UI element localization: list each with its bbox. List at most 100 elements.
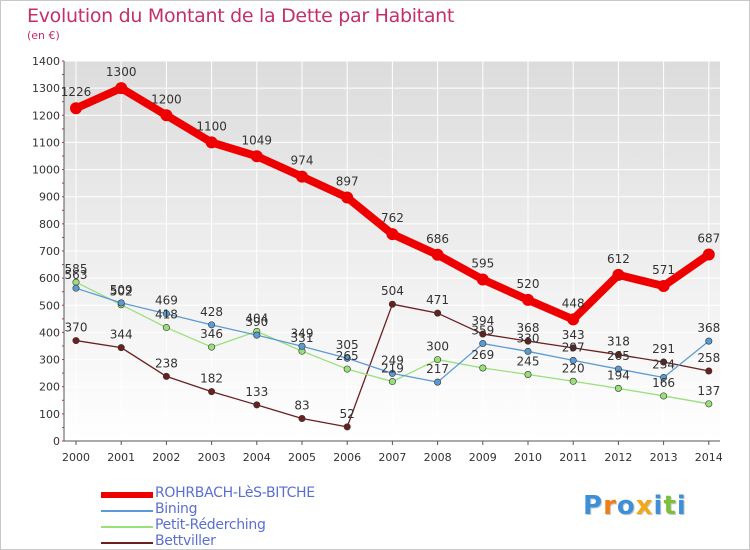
data-label: 394 — [471, 314, 494, 328]
data-point — [117, 344, 125, 352]
chart-title: Evolution du Montant de la Dette par Hab… — [27, 5, 455, 27]
data-point — [253, 401, 261, 409]
logo-letter: o — [616, 491, 636, 521]
data-label: 571 — [652, 263, 675, 277]
data-point — [115, 82, 128, 95]
x-tick-label: 2004 — [243, 451, 271, 464]
data-point — [569, 344, 577, 352]
y-tick-label: 900 — [39, 191, 60, 204]
data-point — [431, 248, 444, 261]
data-point — [567, 313, 580, 326]
data-point — [253, 331, 261, 339]
data-label: 305 — [336, 338, 359, 352]
y-tick-label: 700 — [39, 245, 60, 258]
data-point — [702, 248, 715, 261]
data-point — [343, 354, 351, 362]
x-tick-label: 2012 — [604, 451, 632, 464]
data-label: 300 — [426, 340, 449, 354]
legend-label: Bining — [155, 501, 198, 517]
proxiti-logo: Proxiti — [583, 491, 687, 521]
data-label: 297 — [562, 340, 585, 354]
logo-letter: x — [635, 491, 654, 521]
data-label: 1200 — [151, 92, 182, 106]
data-label: 509 — [110, 283, 133, 297]
x-tick-label: 2014 — [695, 451, 723, 464]
logo-letter: P — [583, 491, 604, 521]
data-label: 563 — [65, 268, 88, 282]
data-label: 220 — [562, 361, 585, 375]
data-point — [434, 356, 442, 364]
legend-item: Bettviller — [101, 533, 401, 549]
data-label: 368 — [517, 321, 540, 335]
data-label: 686 — [426, 232, 449, 246]
data-point — [162, 310, 170, 318]
data-point — [705, 400, 713, 408]
legend-swatch — [101, 526, 153, 528]
data-label: 1300 — [106, 65, 137, 79]
data-label: 418 — [155, 308, 178, 322]
data-label: 346 — [200, 327, 223, 341]
data-point — [343, 423, 351, 431]
data-label: 291 — [652, 342, 675, 356]
data-label: 219 — [381, 362, 404, 376]
x-tick-label: 2009 — [469, 451, 497, 464]
data-label: 762 — [381, 211, 404, 225]
data-point — [524, 337, 532, 345]
legend-swatch — [101, 542, 153, 544]
x-tick-label: 2001 — [107, 451, 135, 464]
x-tick-label: 2013 — [650, 451, 678, 464]
data-point — [614, 384, 622, 392]
x-tick-label: 2000 — [62, 451, 90, 464]
data-label: 612 — [607, 252, 630, 266]
data-label: 974 — [291, 154, 314, 168]
data-point — [117, 299, 125, 307]
x-tick-label: 2002 — [152, 451, 180, 464]
data-label: 349 — [291, 326, 314, 340]
data-label: 471 — [426, 293, 449, 307]
data-point — [298, 342, 306, 350]
data-label: 370 — [65, 321, 88, 335]
data-point — [479, 330, 487, 338]
data-point — [569, 377, 577, 385]
data-point — [208, 343, 216, 351]
data-label: 448 — [562, 296, 585, 310]
logo-letter: r — [603, 491, 617, 521]
data-label: 194 — [607, 368, 630, 382]
data-point — [522, 293, 534, 306]
data-label: 83 — [294, 398, 309, 412]
data-label: 585 — [65, 262, 88, 276]
legend-item: Petit-Réderching — [101, 517, 401, 533]
data-label: 137 — [697, 384, 720, 398]
data-point — [479, 364, 487, 372]
data-point — [205, 136, 218, 149]
chart-subtitle: (en €) — [27, 29, 60, 42]
data-point — [160, 109, 173, 122]
data-point — [72, 284, 80, 292]
data-label: 1049 — [242, 133, 273, 147]
data-point — [388, 369, 396, 377]
data-label: 330 — [517, 331, 540, 345]
data-label: 133 — [245, 385, 268, 399]
data-label: 897 — [336, 175, 359, 189]
y-tick-label: 1000 — [32, 164, 60, 177]
data-label: 331 — [291, 331, 314, 345]
data-point — [660, 392, 668, 400]
data-label: 520 — [517, 277, 540, 291]
data-label: 166 — [652, 376, 675, 390]
data-point — [614, 351, 622, 359]
y-tick-label: 1200 — [32, 109, 60, 122]
x-tick-label: 2005 — [288, 451, 316, 464]
x-tick-label: 2003 — [198, 451, 226, 464]
data-label: 687 — [697, 232, 720, 246]
data-label: 502 — [110, 285, 133, 299]
data-point — [434, 309, 442, 317]
y-tick-label: 1300 — [32, 82, 60, 95]
data-label: 258 — [697, 351, 720, 365]
data-point — [705, 337, 713, 345]
y-tick-label: 800 — [39, 218, 60, 231]
data-point — [341, 191, 354, 204]
data-label: 595 — [471, 257, 494, 271]
y-tick-label: 1100 — [32, 136, 60, 149]
